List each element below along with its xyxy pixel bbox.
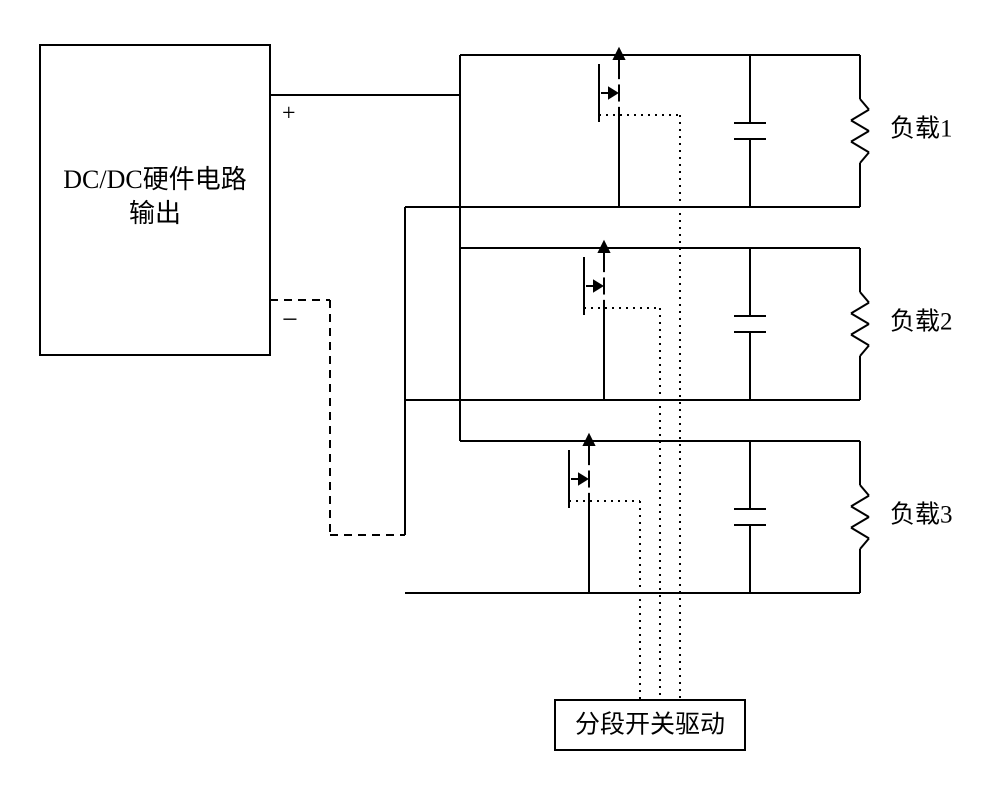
plus-label: +	[282, 101, 296, 127]
driver-label: 分段开关驱动	[575, 711, 725, 739]
load2-label: 负载2	[890, 308, 953, 336]
minus-label: −	[282, 304, 298, 335]
dcdc-label-line2: 输出	[129, 199, 181, 228]
load1-label: 负载1	[890, 115, 953, 143]
load3-label: 负载3	[890, 501, 953, 529]
dcdc-label-line1: DC/DC硬件电路	[63, 165, 246, 194]
